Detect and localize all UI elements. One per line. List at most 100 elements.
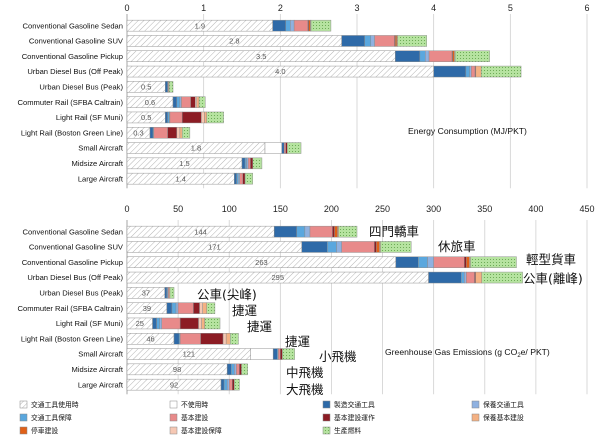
bar-segment-infra-ins [202, 302, 207, 314]
category-label: Commuter Rail (SFBA Caltrain) [18, 304, 124, 313]
legend-swatch [322, 400, 331, 409]
bar-segment-infra-con [181, 96, 191, 108]
bar-segment-infra-op [190, 96, 196, 108]
bar-segment-vehicle-mfg [341, 35, 365, 47]
data-label: 121 [183, 350, 196, 359]
bar-row-conventional-gasoline-pickup: 3.5 [126, 50, 490, 62]
x-tick-label: 4 [431, 3, 436, 13]
annotation-boston: 捷運 [285, 334, 311, 349]
bar-segment-fuel [252, 157, 263, 170]
bar-segment-parking [395, 35, 398, 47]
legend-item-infra-con: 基本建設 [169, 413, 208, 422]
bar-row-midsize-aircraft: 1.5 [126, 157, 263, 170]
bar-segment-infra-con [341, 241, 375, 253]
bar-segment-infra-con [278, 348, 281, 360]
bar-segment-infra-op [280, 348, 283, 360]
bar-segment-fuel [282, 348, 295, 360]
ghg-chart-title: Greenhouse Gas Emissions (g CO2e/ PKT) [385, 347, 550, 359]
bar-segment-fuel [169, 287, 175, 299]
bar-segment-infra-ins [225, 333, 231, 345]
bar-segment-fuel [380, 241, 412, 253]
annotation-sedan: 四門轎車 [369, 224, 419, 239]
bar-segment-infra-op [332, 225, 335, 238]
bar-row-conventional-gasoline-suv: 171 [126, 241, 412, 253]
legend-item-vehicle-mfg: 製造交通工具 [322, 400, 375, 409]
bar-segment-infra-maint [201, 111, 205, 124]
legend-label: 交通工具保障 [31, 413, 72, 422]
category-label: Small Aircraft [78, 350, 124, 359]
bar-segment-infra-op [232, 378, 235, 391]
bar-segment-fuel [181, 127, 191, 139]
bar-segment-fuel [230, 333, 239, 345]
data-label: 39 [143, 304, 151, 313]
data-label: 0.5 [141, 113, 151, 122]
bar-segment-vehicle-mfg [149, 127, 154, 139]
bar-segment-infra-maint [195, 96, 197, 108]
bar-segment-vehicle-ins [246, 157, 249, 170]
data-label: 171 [208, 243, 221, 252]
bar-segment-vehicle-maint [231, 363, 235, 376]
bar-segment-vehicle-ins [175, 302, 179, 314]
legend-swatch [322, 426, 331, 435]
bar-row-midsize-aircraft: 98 [126, 363, 248, 376]
bar-segment-infra-con [177, 302, 194, 314]
bar-segment-non-op [250, 348, 274, 360]
legend-label: 保養交通工具 [483, 400, 524, 409]
legend-item-parking: 停車建設 [19, 426, 58, 435]
bar-segment-parking [466, 256, 470, 268]
bar-segment-infra-con [374, 35, 395, 47]
annotation-bus-offpeak: 公車(離峰) [523, 271, 583, 286]
legend-label: 基本建設保障 [181, 426, 222, 435]
x-tick-label: 6 [584, 3, 589, 13]
bar-segment-vehicle-mfg [241, 157, 246, 170]
bar-segment-vehicle-maint [176, 96, 181, 108]
bar-segment-fuel [244, 172, 253, 185]
x-tick-label: 0 [124, 204, 129, 214]
bar-segment-infra-op [200, 333, 224, 345]
legend-swatch [169, 400, 178, 409]
bar-segment-infra-op [242, 172, 246, 185]
bar-segment-vehicle-maint [461, 271, 465, 284]
legend-item-vehicle-maint: 交通工具保障 [19, 413, 72, 422]
category-label: Conventional Gasoline Pickup [22, 52, 123, 61]
category-label: Light Rail (Boston Green Line) [21, 334, 124, 343]
bar-row-conventional-gasoline-sedan: 144 [126, 225, 358, 238]
chinese-annotations: 四門轎車 休旅車 輕型貨車 公車(離峰) 公車(尖峰) 捷運 捷運 捷運 小飛機… [197, 224, 583, 397]
bar-segment-vehicle-mfg [165, 111, 168, 124]
annotation-muni: 捷運 [247, 319, 273, 334]
data-label: 263 [255, 258, 268, 267]
data-label: 92 [170, 380, 178, 389]
legend-swatch [169, 426, 178, 435]
category-label: Urban Diesel Bus (Peak) [39, 82, 123, 91]
category-label: Conventional Gasoline Sedan [23, 227, 123, 236]
bar-segment-parking [376, 241, 380, 253]
bar-segment-vehicle-ins [469, 65, 472, 78]
x-tick-label: 0 [124, 3, 129, 13]
bar-row-large-aircraft: 92 [126, 378, 240, 391]
category-label: Conventional Gasoline SUV [29, 243, 124, 252]
legend-label: 不使用時 [181, 400, 208, 409]
bar-segment-fuel [310, 19, 332, 32]
bar-segment-vehicle-mfg [272, 19, 286, 32]
bar-row-large-aircraft: 1.4 [126, 172, 253, 185]
bar-segment-vehicle-maint [236, 172, 239, 185]
bar-segment-vehicle-maint [167, 111, 170, 124]
bar-segment-infra-con [228, 378, 233, 391]
bar-segment-vehicle-ins [237, 172, 240, 185]
bar-segment-infra-op [250, 157, 253, 170]
bar-segment-vehicle-ins [370, 35, 375, 47]
annotation-pickup: 輕型貨車 [526, 252, 576, 267]
bar-segment-fuel [287, 142, 302, 154]
bar-segment-infra-con [471, 65, 476, 78]
x-tick-label: 250 [375, 204, 390, 214]
data-label: 1.4 [175, 174, 185, 183]
bar-segment-fuel [480, 65, 522, 78]
bar-segment-infra-op [179, 317, 199, 330]
bar-segment-vehicle-maint [419, 50, 426, 62]
x-tick-label: 150 [273, 204, 288, 214]
bar-segment-vehicle-maint [244, 157, 247, 170]
bar-row-urban-diesel-bus-peak: 37 [126, 287, 175, 299]
data-label: 4.0 [275, 67, 285, 76]
x-tick-label: 450 [579, 204, 594, 214]
bar-segment-vehicle-mfg [172, 96, 178, 108]
